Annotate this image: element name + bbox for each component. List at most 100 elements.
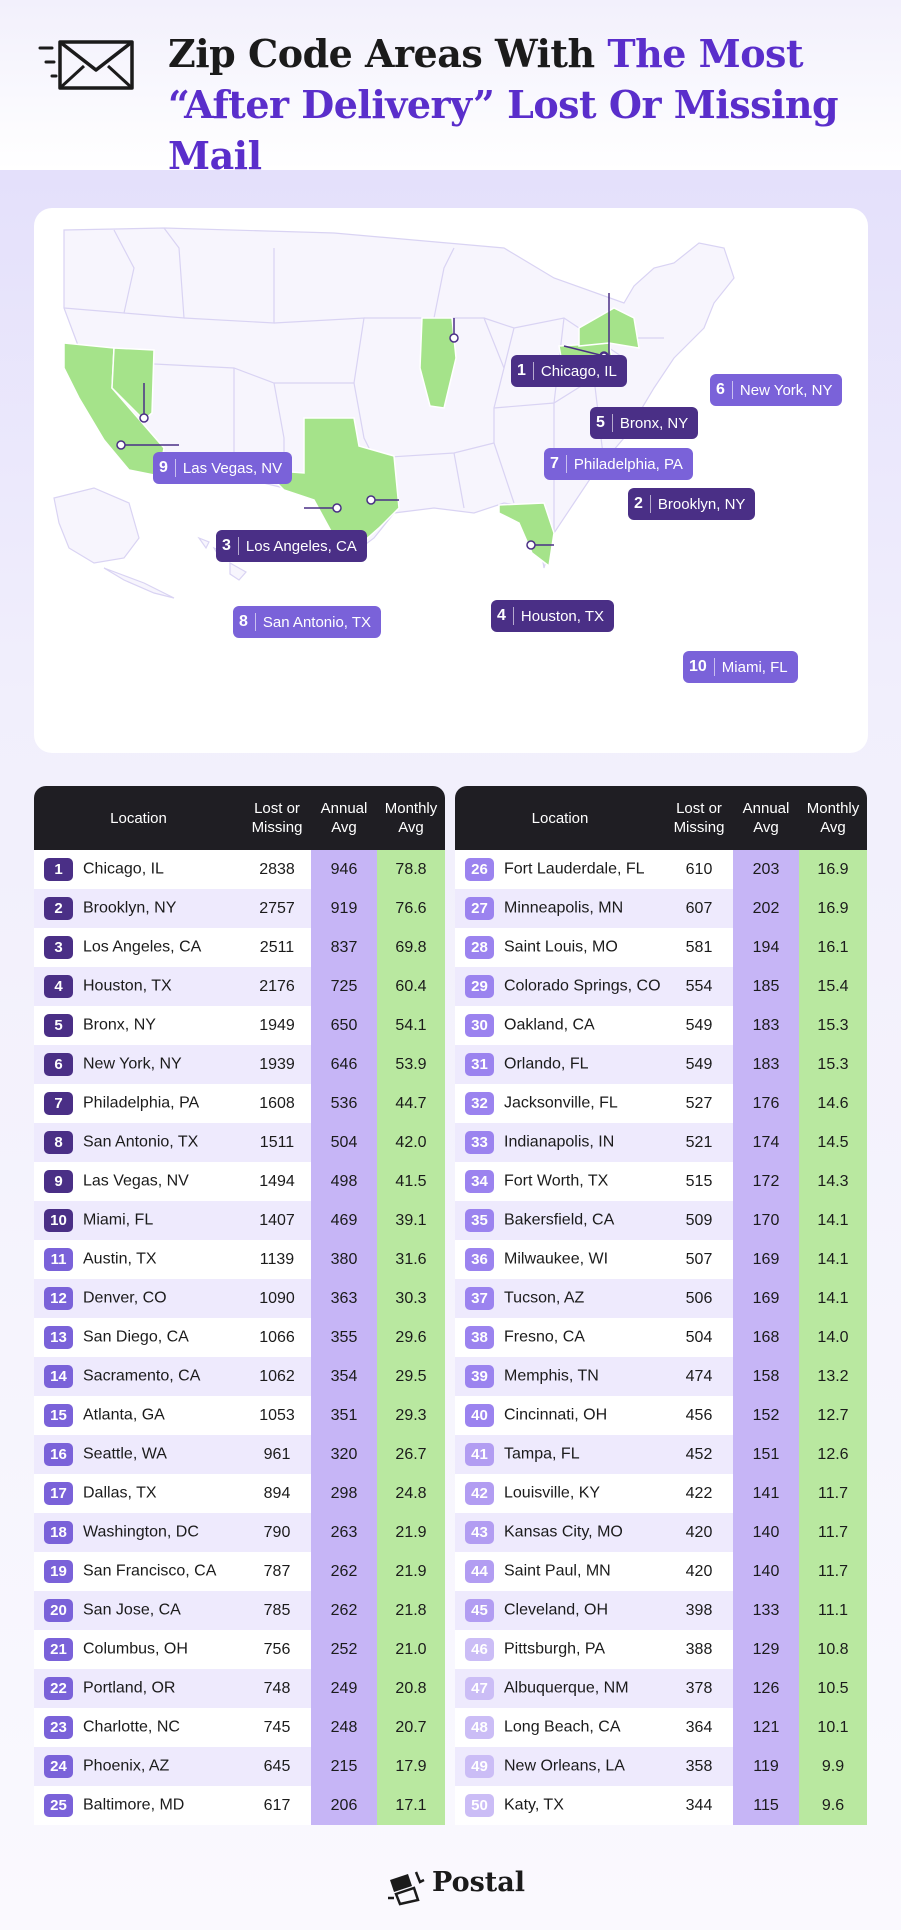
cell-lost-or-missing: 610	[665, 850, 733, 889]
cell-annual-avg: 185	[733, 967, 799, 1006]
cell-annual-avg: 151	[733, 1435, 799, 1474]
location-name: Fresno, CA	[504, 1328, 585, 1346]
cell-monthly-avg: 20.8	[377, 1669, 445, 1708]
location-name: San Antonio, TX	[83, 1133, 199, 1151]
table-row: 9 Las Vegas, NV 1494 498 41.5	[34, 1162, 445, 1201]
cell-lost-or-missing: 398	[665, 1591, 733, 1630]
map-label-3[interactable]: 3 Los Angeles, CA	[216, 530, 367, 562]
cell-annual-avg: 170	[733, 1201, 799, 1240]
map-label-2[interactable]: 2 Brooklyn, NY	[628, 488, 756, 520]
cell-annual-avg: 141	[733, 1474, 799, 1513]
cell-lost-or-missing: 1511	[243, 1123, 311, 1162]
cell-lost-or-missing: 645	[243, 1747, 311, 1786]
location-name: Brooklyn, NY	[83, 899, 177, 917]
cell-lost-or-missing: 607	[665, 889, 733, 928]
cell-monthly-avg: 21.9	[377, 1552, 445, 1591]
rank-badge: 49	[465, 1755, 494, 1778]
table-header-row: Location Lost or Missing Annual Avg Monthl…	[455, 786, 867, 850]
table-row: 5 Bronx, NY 1949 650 54.1	[34, 1006, 445, 1045]
cell-annual-avg: 249	[311, 1669, 377, 1708]
cell-location: 13 San Diego, CA	[34, 1318, 243, 1357]
cell-lost-or-missing: 515	[665, 1162, 733, 1201]
cell-annual-avg: 172	[733, 1162, 799, 1201]
map-label-6[interactable]: 6 New York, NY	[710, 374, 843, 406]
cell-lost-or-missing: 1062	[243, 1357, 311, 1396]
cell-lost-or-missing: 1407	[243, 1201, 311, 1240]
rank-badge: 28	[465, 936, 494, 959]
map-label-7[interactable]: 7 Philadelphia, PA	[544, 448, 693, 480]
cell-monthly-avg: 21.0	[377, 1630, 445, 1669]
cell-monthly-avg: 31.6	[377, 1240, 445, 1279]
location-name: Denver, CO	[83, 1289, 167, 1307]
cell-lost-or-missing: 2757	[243, 889, 311, 928]
cell-monthly-avg: 21.9	[377, 1513, 445, 1552]
table-row: 15 Atlanta, GA 1053 351 29.3	[34, 1396, 445, 1435]
location-name: Oakland, CA	[504, 1016, 595, 1034]
cell-monthly-avg: 26.7	[377, 1435, 445, 1474]
cell-annual-avg: 194	[733, 928, 799, 967]
rank-badge: 3	[44, 936, 73, 959]
cell-annual-avg: 504	[311, 1123, 377, 1162]
cell-lost-or-missing: 2511	[243, 928, 311, 967]
rank-badge: 17	[44, 1482, 73, 1505]
table-row: 32 Jacksonville, FL 527 176 14.6	[455, 1084, 867, 1123]
map-label-10[interactable]: 10 Miami, FL	[683, 651, 798, 683]
location-name: Phoenix, AZ	[83, 1757, 170, 1775]
cell-annual-avg: 946	[311, 850, 377, 889]
cell-annual-avg: 646	[311, 1045, 377, 1084]
map-label-5[interactable]: 5 Bronx, NY	[590, 407, 699, 439]
map-label-4[interactable]: 4 Houston, TX	[491, 600, 615, 632]
table-row: 36 Milwaukee, WI 507 169 14.1	[455, 1240, 867, 1279]
rank-badge: 19	[44, 1560, 73, 1583]
cell-annual-avg: 140	[733, 1552, 799, 1591]
location-name: Long Beach, CA	[504, 1718, 621, 1736]
cell-lost-or-missing: 509	[665, 1201, 733, 1240]
cell-annual-avg: 183	[733, 1045, 799, 1084]
map-label-name: Los Angeles, CA	[245, 537, 357, 555]
table-row: 46 Pittsburgh, PA 388 129 10.8	[455, 1630, 867, 1669]
map-label-name: Chicago, IL	[540, 362, 617, 380]
cell-annual-avg: 536	[311, 1084, 377, 1123]
location-name: Pittsburgh, PA	[504, 1640, 606, 1658]
cell-location: 22 Portland, OR	[34, 1669, 243, 1708]
map-label-name: Las Vegas, NV	[182, 459, 283, 477]
cell-lost-or-missing: 745	[243, 1708, 311, 1747]
cell-monthly-avg: 12.7	[799, 1396, 867, 1435]
cell-monthly-avg: 16.9	[799, 850, 867, 889]
cell-location: 32 Jacksonville, FL	[455, 1084, 665, 1123]
cell-lost-or-missing: 422	[665, 1474, 733, 1513]
cell-location: 4 Houston, TX	[34, 967, 243, 1006]
map-label-1[interactable]: 1 Chicago, IL	[511, 355, 627, 387]
cell-location: 1 Chicago, IL	[34, 850, 243, 889]
cell-monthly-avg: 15.3	[799, 1006, 867, 1045]
rank-badge: 6	[44, 1053, 73, 1076]
cell-annual-avg: 202	[733, 889, 799, 928]
cell-location: 12 Denver, CO	[34, 1279, 243, 1318]
state-illinois	[419, 317, 457, 409]
table-row: 13 San Diego, CA 1066 355 29.6	[34, 1318, 445, 1357]
cell-location: 37 Tucson, AZ	[455, 1279, 665, 1318]
location-name: New Orleans, LA	[504, 1757, 625, 1775]
cell-annual-avg: 152	[733, 1396, 799, 1435]
cell-monthly-avg: 14.1	[799, 1279, 867, 1318]
rank-badge: 11	[44, 1248, 73, 1271]
table-row: 14 Sacramento, CA 1062 354 29.5	[34, 1357, 445, 1396]
rank-badge: 16	[44, 1443, 73, 1466]
rank-badge: 38	[465, 1326, 494, 1349]
map-label-name: Philadelphia, PA	[573, 455, 683, 473]
cell-annual-avg: 320	[311, 1435, 377, 1474]
location-name: Baltimore, MD	[83, 1796, 185, 1814]
cell-monthly-avg: 10.1	[799, 1708, 867, 1747]
table-row: 19 San Francisco, CA 787 262 21.9	[34, 1552, 445, 1591]
cell-monthly-avg: 24.8	[377, 1474, 445, 1513]
location-name: Saint Louis, MO	[504, 938, 618, 956]
map-label-9[interactable]: 9 Las Vegas, NV	[153, 452, 293, 484]
cell-annual-avg: 351	[311, 1396, 377, 1435]
cell-lost-or-missing: 474	[665, 1357, 733, 1396]
cell-lost-or-missing: 961	[243, 1435, 311, 1474]
table-row: 39 Memphis, TN 474 158 13.2	[455, 1357, 867, 1396]
map-label-8[interactable]: 8 San Antonio, TX	[233, 606, 382, 638]
cell-lost-or-missing: 549	[665, 1045, 733, 1084]
table-row: 48 Long Beach, CA 364 121 10.1	[455, 1708, 867, 1747]
cell-annual-avg: 355	[311, 1318, 377, 1357]
